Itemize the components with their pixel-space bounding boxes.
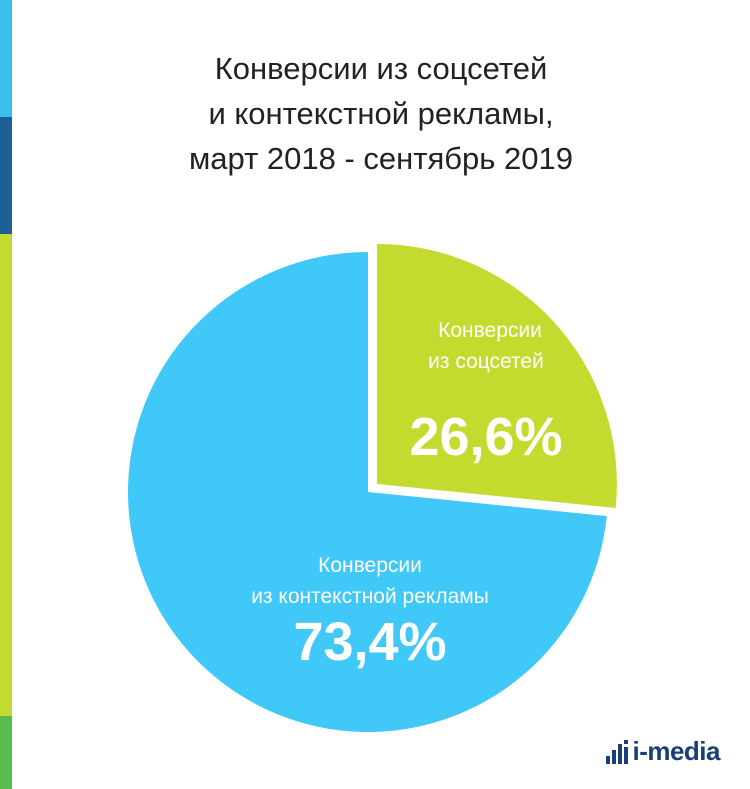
chart-title-line-2: и контекстной рекламы, — [208, 96, 554, 131]
chart-title-line-3: март 2018 - сентябрь 2019 — [188, 141, 573, 176]
slice-2-label-line-1: Конверсии — [318, 554, 422, 577]
accent-stripe-green — [0, 716, 12, 789]
bar-chart-logo-icon — [606, 739, 629, 764]
accent-stripe-cyan — [0, 0, 12, 117]
chart-title: Конверсии из соцсетей и контекстной рекл… — [12, 46, 750, 181]
accent-stripe-navy — [0, 117, 12, 234]
slice-1-label-line-2: из соцсетей — [428, 350, 544, 373]
accent-stripe-lime — [0, 234, 12, 716]
pie-labels: Конверсии из соцсетей 26,6% Конверсии из кон… — [251, 319, 562, 672]
slice-1-label-line-1: Конверсии — [438, 319, 542, 342]
chart-title-line-1: Конверсии из соцсетей — [214, 51, 548, 86]
slice-2-label-line-2: из контекстной рекламы — [251, 585, 489, 608]
slice-2-value-label: 73,4% — [293, 612, 446, 672]
logo-text: i-media — [632, 736, 720, 766]
pie-slice-2 — [128, 252, 607, 732]
imedia-logo: i-media — [606, 736, 720, 767]
slice-1-value-label: 26,6% — [409, 407, 562, 467]
pie-slice-1 — [376, 243, 617, 509]
pie-slices — [128, 243, 617, 732]
